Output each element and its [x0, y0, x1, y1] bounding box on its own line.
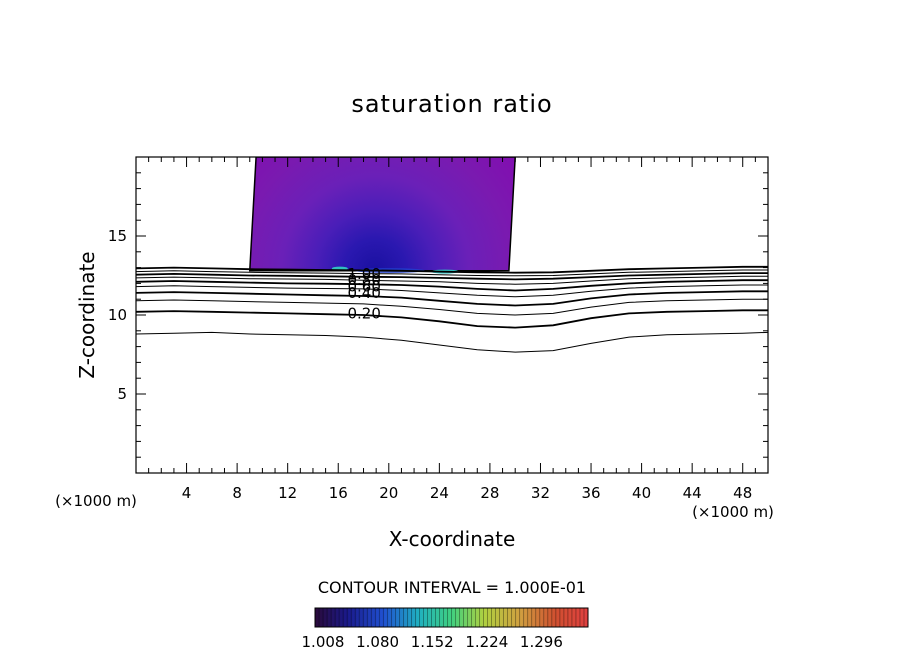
x-tick-label: 4 [182, 484, 192, 502]
x-tick-label: 20 [379, 484, 398, 502]
colorbar-tick-label: 1.080 [356, 633, 399, 651]
y-tick-label: 10 [108, 306, 127, 324]
contour-line-0.20 [136, 331, 768, 353]
contour-line-0.70 [136, 275, 768, 285]
contour-interval-label: CONTOUR INTERVAL = 1.000E-01 [318, 578, 586, 597]
x-tick-label: 36 [581, 484, 600, 502]
plot-area: 1.000.800.600.40 0.20 [136, 157, 768, 353]
x-tick-label: 24 [430, 484, 449, 502]
colorbar-tick-labels: 1.008 1.080 1.152 1.224 1.296 [302, 633, 563, 651]
contour-line-0.80 [136, 272, 768, 281]
contour-line-0.20 [136, 309, 768, 329]
x-tick-label: 12 [278, 484, 297, 502]
colorbar-tick-label: 1.008 [302, 633, 345, 651]
contour-label: 0.40 [347, 284, 380, 302]
y-tick-label: 15 [108, 227, 127, 245]
colorbar-tick-label: 1.296 [520, 633, 563, 651]
y-axis-ticks: 5 10 15 [108, 156, 768, 474]
x-axis-ticks: 4 8 12 16 20 24 28 32 36 40 44 48 [135, 157, 769, 502]
contour-line-0.90 [136, 269, 768, 277]
y-axis-label: Z-coordinate [75, 251, 99, 378]
contour-label: 1.00 [347, 265, 380, 283]
contour-labels: 1.000.800.600.40 0.20 [347, 265, 380, 323]
contour-line-0.40 [136, 290, 768, 307]
supersaturated-region [248, 157, 516, 272]
contour-line-1.00 [136, 265, 768, 274]
x-tick-label: 16 [329, 484, 348, 502]
contour-lines [136, 265, 768, 353]
contour-label: 0.80 [347, 271, 380, 289]
x-tick-label: 48 [733, 484, 752, 502]
x-unit-label: (×1000 m) [55, 492, 137, 510]
x-tick-label: 40 [632, 484, 651, 502]
contour-label: 0.60 [347, 278, 380, 296]
contour-line-0.50 [136, 284, 768, 298]
x-tick-label: 28 [480, 484, 499, 502]
x-unit-label-right: (×1000 m) [692, 503, 774, 521]
colorbar-tick-label: 1.152 [411, 633, 454, 651]
x-axis-label: X-coordinate [389, 527, 516, 551]
y-tick-label: 5 [117, 385, 127, 403]
colorbar: 1.008 1.080 1.152 1.224 1.296 [302, 607, 589, 651]
x-tick-label: 8 [232, 484, 242, 502]
contour-line-0.30 [136, 298, 768, 316]
contour-line-0.60 [136, 279, 768, 292]
colorbar-tick-label: 1.224 [465, 633, 508, 651]
x-tick-label: 44 [683, 484, 702, 502]
chart-title: saturation ratio [351, 90, 552, 118]
contour-label: 0.20 [347, 304, 380, 322]
colorbar-frame [314, 607, 589, 628]
x-tick-label: 32 [531, 484, 550, 502]
